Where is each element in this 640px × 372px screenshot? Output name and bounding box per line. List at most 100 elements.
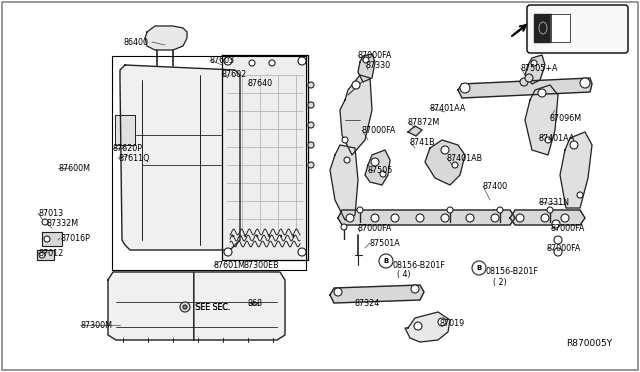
Text: 87331N: 87331N (539, 198, 570, 206)
Polygon shape (510, 210, 585, 225)
Polygon shape (560, 132, 592, 208)
Polygon shape (425, 140, 465, 185)
Circle shape (224, 248, 232, 256)
Circle shape (357, 207, 363, 213)
Text: 87096M: 87096M (550, 113, 582, 122)
Text: 87300M: 87300M (80, 321, 112, 330)
Text: 87401AA: 87401AA (539, 134, 575, 142)
Text: 87602: 87602 (222, 70, 247, 78)
Text: 87401AA: 87401AA (430, 103, 467, 112)
Circle shape (334, 288, 342, 296)
Circle shape (44, 236, 50, 242)
Text: SEE SEC.: SEE SEC. (195, 302, 231, 311)
Circle shape (547, 207, 553, 213)
Circle shape (577, 192, 583, 198)
Text: 87000FA: 87000FA (551, 224, 586, 232)
Text: 87505: 87505 (368, 166, 394, 174)
Circle shape (308, 82, 314, 88)
Circle shape (520, 78, 528, 86)
Circle shape (554, 236, 562, 244)
Circle shape (516, 214, 524, 222)
Polygon shape (365, 150, 390, 185)
Circle shape (416, 214, 424, 222)
Text: 87000FA: 87000FA (358, 51, 392, 60)
Circle shape (371, 214, 379, 222)
Text: 87601M: 87601M (214, 262, 246, 270)
Polygon shape (405, 312, 450, 342)
Text: 87000FA: 87000FA (362, 125, 396, 135)
Circle shape (363, 57, 369, 63)
Polygon shape (525, 85, 558, 155)
Text: 87600M: 87600M (58, 164, 90, 173)
Text: ( 4): ( 4) (397, 270, 411, 279)
Circle shape (554, 248, 562, 256)
Circle shape (491, 214, 499, 222)
Circle shape (545, 137, 551, 143)
Text: 08156-B201F: 08156-B201F (393, 260, 446, 269)
Text: 868: 868 (248, 298, 263, 308)
Circle shape (414, 322, 422, 330)
Circle shape (538, 89, 546, 97)
Polygon shape (408, 126, 422, 136)
Circle shape (466, 214, 474, 222)
Circle shape (541, 214, 549, 222)
Circle shape (570, 141, 578, 149)
Text: 87611Q: 87611Q (118, 154, 150, 163)
Polygon shape (115, 115, 135, 145)
Circle shape (42, 219, 48, 225)
Circle shape (308, 162, 314, 168)
Circle shape (371, 158, 379, 166)
Circle shape (552, 220, 560, 228)
Circle shape (379, 254, 393, 268)
Polygon shape (330, 285, 424, 303)
Polygon shape (338, 210, 515, 225)
Text: 87872M: 87872M (408, 118, 440, 126)
Text: 87401AB: 87401AB (447, 154, 483, 163)
Polygon shape (458, 78, 592, 98)
Circle shape (342, 137, 348, 143)
Text: 87640: 87640 (248, 78, 273, 87)
Polygon shape (358, 54, 375, 82)
Circle shape (441, 146, 449, 154)
Circle shape (269, 60, 275, 66)
Circle shape (308, 122, 314, 128)
Circle shape (447, 207, 453, 213)
Polygon shape (120, 65, 240, 250)
Circle shape (391, 214, 399, 222)
Circle shape (180, 302, 190, 312)
Circle shape (525, 74, 533, 82)
Circle shape (224, 57, 232, 65)
Circle shape (452, 162, 458, 168)
Circle shape (298, 57, 306, 65)
Circle shape (411, 285, 419, 293)
Circle shape (249, 60, 255, 66)
Circle shape (580, 78, 590, 88)
Circle shape (441, 214, 449, 222)
Polygon shape (551, 14, 570, 42)
Text: B: B (383, 258, 388, 264)
Text: R870005Y: R870005Y (566, 340, 612, 349)
Text: 87603: 87603 (210, 55, 235, 64)
Polygon shape (534, 14, 551, 42)
Polygon shape (340, 75, 372, 155)
Polygon shape (222, 55, 308, 260)
Circle shape (344, 157, 350, 163)
Circle shape (341, 224, 347, 230)
Circle shape (460, 83, 470, 93)
FancyBboxPatch shape (527, 5, 628, 53)
Text: 87332M: 87332M (46, 218, 78, 228)
Text: 08156-B201F: 08156-B201F (486, 267, 539, 276)
Circle shape (308, 102, 314, 108)
Polygon shape (145, 26, 187, 50)
Polygon shape (108, 272, 285, 340)
Circle shape (183, 305, 187, 309)
Text: 87016P: 87016P (60, 234, 90, 243)
Text: 87019: 87019 (440, 320, 465, 328)
Circle shape (380, 171, 386, 177)
Text: 87012: 87012 (38, 248, 63, 257)
Text: 87324: 87324 (355, 299, 380, 308)
Circle shape (298, 248, 306, 256)
Circle shape (438, 318, 446, 326)
Circle shape (352, 81, 360, 89)
Text: 87013: 87013 (38, 208, 63, 218)
